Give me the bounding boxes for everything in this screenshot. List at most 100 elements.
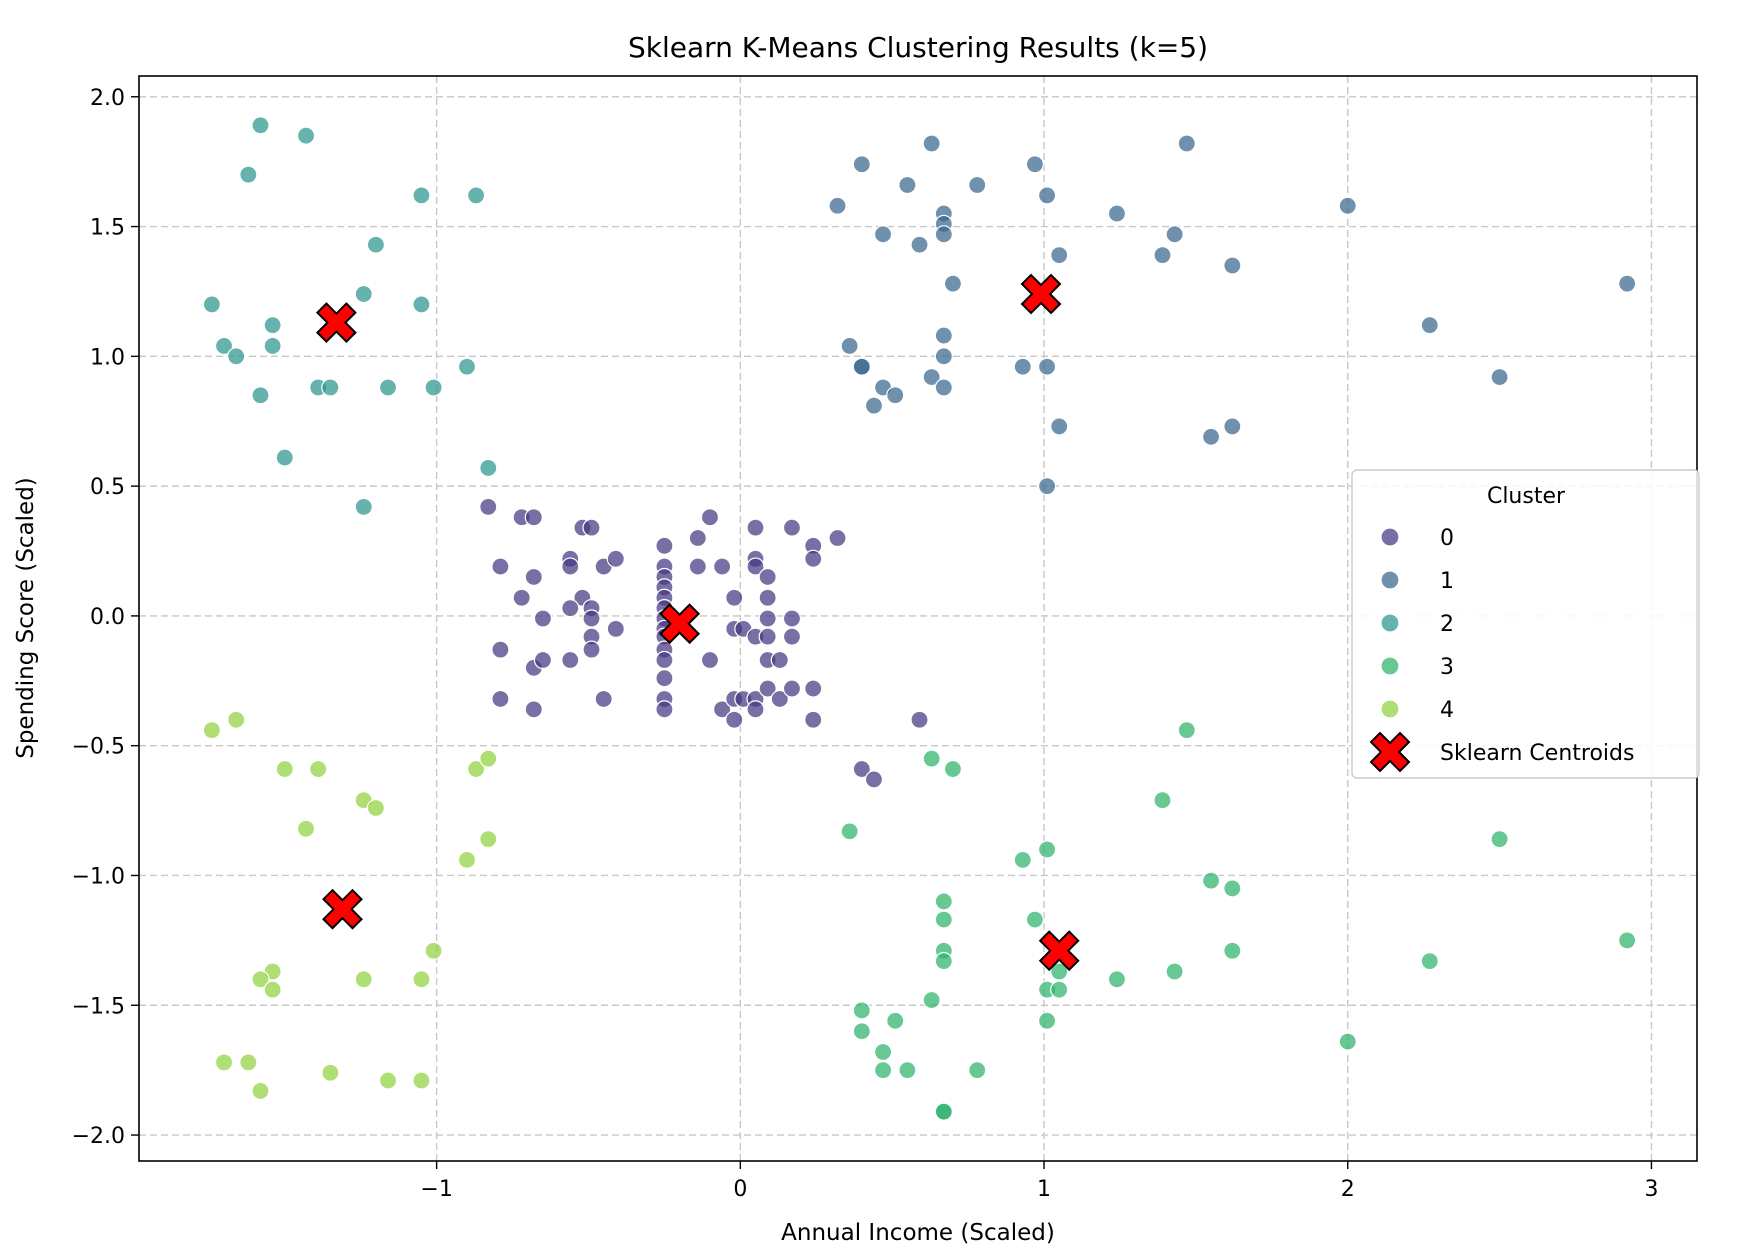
data-point-cluster-2 [479,458,498,478]
data-point-cluster-1 [1037,357,1057,376]
data-point-cluster-4 [479,749,498,768]
y-tick-label: 1.0 [90,345,125,370]
data-point-cluster-3 [873,1061,893,1080]
data-point-cluster-4 [467,759,486,779]
data-point-cluster-0 [758,567,777,587]
legend-marker [1380,570,1400,590]
data-point-cluster-0 [746,518,765,537]
legend-box [1351,469,1700,779]
data-point-cluster-3 [1037,1011,1057,1030]
x-tick-label: 2 [1341,1177,1355,1202]
legend-label: Sklearn Centroids [1440,741,1634,766]
data-point-cluster-1 [968,175,987,195]
centroid-x-icon [1038,930,1080,972]
data-point-cluster-1 [852,155,871,174]
data-point-cluster-4 [378,1071,398,1090]
data-point-cluster-3 [1201,871,1221,890]
data-point-cluster-1 [934,347,953,366]
data-point-cluster-0 [700,650,720,670]
data-point-cluster-1 [1037,186,1057,205]
data-point-cluster-0 [533,650,553,670]
x-tick-label: −1 [420,1177,452,1202]
data-point-cluster-0 [910,710,929,729]
data-point-cluster-0 [655,669,674,688]
data-point-cluster-0 [655,536,674,555]
data-point-cluster-1 [1153,246,1172,265]
y-tick-label: 1.5 [90,216,125,241]
data-point-cluster-3 [873,1042,893,1062]
data-point-cluster-2 [296,126,316,145]
data-point-cluster-3 [886,1011,905,1030]
data-point-cluster-4 [457,850,477,869]
y-axis-title: Spending Score (Scaled) [13,477,39,759]
data-point-cluster-3 [1618,931,1637,950]
data-point-cluster-1 [934,326,953,345]
x-tick-label: 0 [733,1177,747,1202]
chart-title: Sklearn K-Means Clustering Results (k=5) [628,31,1208,64]
data-point-cluster-3 [934,892,953,911]
data-point-cluster-0 [782,518,802,537]
data-point-cluster-1 [1165,225,1184,244]
data-point-cluster-1 [873,225,893,244]
data-point-cluster-0 [491,557,510,576]
legend-marker [1380,613,1400,633]
legend-label: 2 [1440,612,1454,637]
data-point-cluster-3 [1050,962,1069,981]
data-point-cluster-1 [1201,427,1221,446]
data-point-cluster-2 [239,165,258,184]
data-point-cluster-1 [864,396,884,415]
data-point-cluster-3 [1025,910,1045,929]
data-point-cluster-2 [321,378,340,397]
data-point-cluster-0 [828,528,847,548]
data-point-cluster-0 [746,557,765,576]
data-point-cluster-1 [943,274,963,293]
data-point-cluster-2 [354,284,373,304]
data-point-cluster-4 [239,1053,258,1072]
centroid-x-icon [1020,273,1062,315]
data-point-cluster-1 [898,175,917,195]
data-point-cluster-2 [424,378,443,397]
data-point-cluster-3 [1177,721,1196,740]
centroid-markers [315,273,1080,972]
data-point-cluster-0 [804,679,823,698]
data-point-cluster-4 [296,819,316,838]
data-point-cluster-1 [1037,477,1057,496]
data-point-cluster-0 [758,588,777,607]
y-tick-label: −1.0 [72,864,125,889]
legend-marker [1380,699,1400,719]
data-point-cluster-4 [321,1063,340,1082]
data-point-cluster-0 [582,640,601,659]
legend-label: 1 [1440,569,1454,594]
data-point-cluster-1 [828,196,847,215]
data-point-cluster-3 [898,1061,917,1080]
data-point-cluster-0 [561,557,580,576]
data-point-cluster-4 [202,721,221,740]
data-point-cluster-4 [366,798,385,818]
data-point-cluster-0 [782,627,802,646]
data-point-cluster-0 [491,640,510,659]
data-point-cluster-3 [1490,830,1509,849]
data-point-cluster-0 [582,609,601,628]
x-axis-title: Annual Income (Scaled) [781,1220,1055,1246]
data-point-cluster-4 [479,830,498,849]
data-point-cluster-0 [655,650,674,670]
data-point-cluster-4 [263,980,282,999]
data-point-cluster-0 [770,689,789,709]
data-point-cluster-3 [934,910,953,929]
data-point-cluster-2 [412,186,431,205]
data-point-cluster-3 [852,1001,871,1020]
data-point-cluster-4 [424,941,443,960]
data-point-cluster-1 [1223,417,1242,436]
data-point-cluster-3 [1037,840,1057,859]
data-point-cluster-0 [688,528,707,548]
data-point-cluster-4 [251,1081,270,1101]
data-point-cluster-2 [378,378,398,397]
legend-label: 3 [1440,655,1454,680]
data-point-cluster-2 [251,116,270,135]
data-point-cluster-3 [1223,879,1242,898]
y-tick-label: −0.5 [72,735,125,760]
data-point-cluster-3 [922,990,941,1010]
data-point-cluster-3 [1223,941,1242,960]
legend-label: 4 [1440,698,1454,723]
data-point-cluster-0 [512,588,531,607]
